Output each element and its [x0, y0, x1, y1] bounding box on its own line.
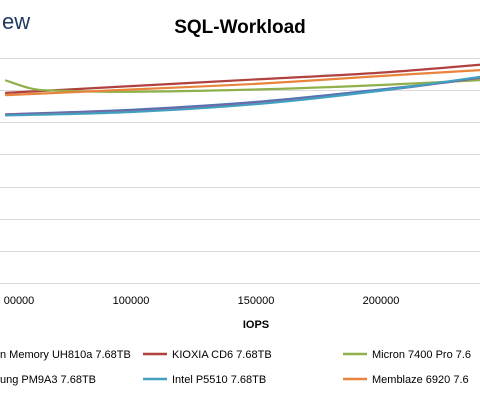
legend-item-4: Intel P5510 7.68TB — [143, 374, 266, 386]
x-tick-label: 200000 — [363, 295, 400, 307]
legend: n Memory UH810a 7.68TB KIOXIA CD6 7.68TB M… — [0, 349, 471, 386]
x-tick-label: 100000 — [113, 295, 150, 307]
legend-label: Memblaze 6920 7.6 — [372, 374, 469, 386]
x-tick-label: 150000 — [238, 295, 275, 307]
series-lines — [4, 63, 480, 117]
legend-label: ung PM9A3 7.68TB — [0, 374, 96, 386]
legend-item-1: KIOXIA CD6 7.68TB — [143, 349, 272, 361]
legend-label: Intel P5510 7.68TB — [172, 374, 266, 386]
legend-item-3: ung PM9A3 7.68TB — [0, 374, 96, 386]
legend-label: Micron 7400 Pro 7.6 — [372, 349, 471, 361]
legend-item-0: n Memory UH810a 7.68TB — [0, 349, 131, 361]
legend-item-5: Memblaze 6920 7.6 — [343, 374, 469, 386]
x-tick-label: 00000 — [4, 295, 35, 307]
series-line-4 — [4, 75, 480, 117]
series-line-3 — [4, 76, 480, 116]
brand-logo-text: ew — [2, 9, 30, 34]
series-line-2 — [4, 78, 480, 93]
legend-label: n Memory UH810a 7.68TB — [0, 349, 131, 361]
series-line-1 — [4, 63, 480, 94]
series-line-5 — [4, 68, 480, 97]
x-tick-labels: 00000 100000 150000 200000 — [4, 295, 400, 307]
legend-item-2: Micron 7400 Pro 7.6 — [343, 349, 471, 361]
chart-title: SQL-Workload — [174, 17, 306, 38]
legend-label: KIOXIA CD6 7.68TB — [172, 349, 272, 361]
x-axis-title: IOPS — [243, 319, 269, 331]
